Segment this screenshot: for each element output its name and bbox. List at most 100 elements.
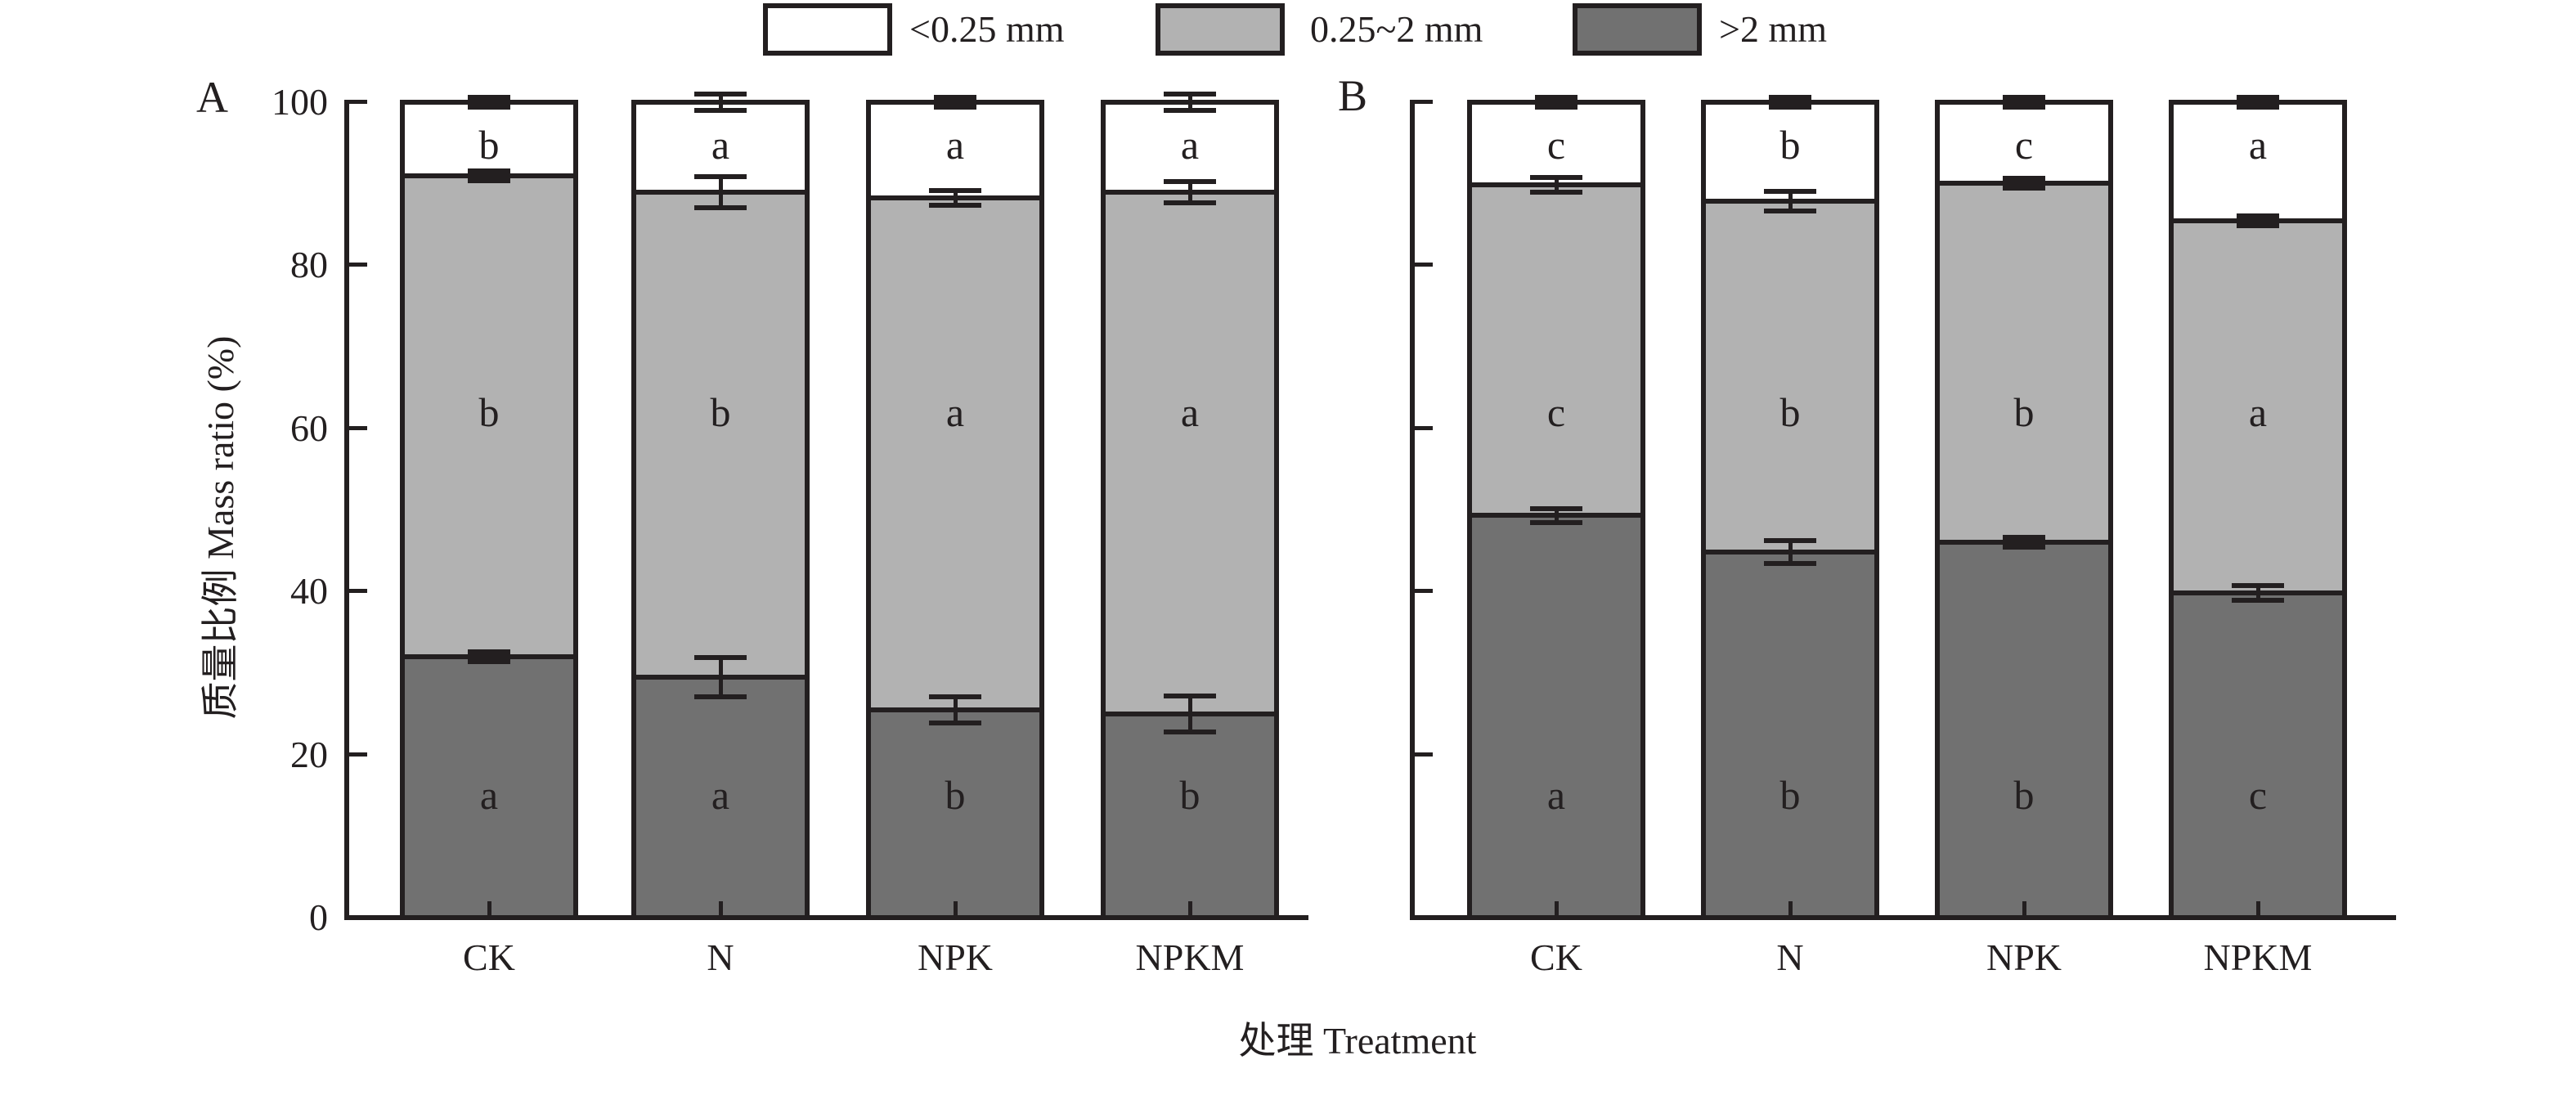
error-bar-2mm-NPKM [2255, 586, 2260, 600]
error-cap-low-N [694, 205, 747, 210]
error-bar-0252mm-CK [468, 168, 510, 183]
error-cap-high-NPKM [1164, 179, 1216, 184]
segment-lt025mm-NPKM [2169, 102, 2347, 221]
x-tick-CK [1555, 901, 1559, 918]
segment-025-2mm-N [1701, 201, 1879, 552]
segment-025-2mm-NPKM [1101, 192, 1279, 714]
error-cap-low-NPK [929, 721, 981, 725]
x-tick-CK [487, 901, 491, 918]
segment-gt2mm-CK [400, 657, 578, 918]
error-cap-low-NPKM [1164, 730, 1216, 734]
sig-letter-2mm-NPK: b [2013, 772, 2035, 818]
x-category-label-N: N [1776, 936, 1804, 978]
error-bar-2mm-N [1788, 541, 1793, 563]
error-cap-low-NPKM [1164, 200, 1216, 205]
error-cap-high-N [694, 655, 747, 660]
segment-025-2mm-NPKM [2169, 221, 2347, 593]
legend-swatch-1 [763, 3, 892, 56]
sig-letter-2mm-NPK: b [945, 772, 966, 818]
sig-letter-025mm-N: b [1779, 122, 1801, 168]
error-bar-025mm-NPK [934, 95, 976, 110]
segment-025-2mm-CK [1467, 185, 1645, 515]
x-tick-N [1788, 901, 1793, 918]
error-bar-0252mm-CK [1554, 177, 1559, 192]
error-cap-high-NPK [929, 188, 981, 193]
error-cap-low-CK [1530, 190, 1582, 195]
segment-025-2mm-CK [400, 176, 578, 657]
y-axis-title: 质量比例 Mass ratio (%) [200, 335, 241, 720]
error-cap-low-NPKM [1164, 108, 1216, 113]
legend-label-1: <0.25 mm [909, 8, 1065, 50]
x-tick-NPK [954, 901, 958, 918]
sig-letter-025mm-CK: b [478, 122, 500, 168]
y-tick-label-40: 40 [290, 570, 328, 612]
x-category-label-NPKM: NPKM [2203, 936, 2313, 978]
sig-letter-2mm-CK: a [1546, 772, 1566, 818]
sig-letter-0252mm-N: b [1779, 389, 1801, 435]
error-bar-2mm-CK [468, 649, 510, 664]
legend-label-2: 0.25~2 mm [1310, 8, 1483, 50]
sig-letter-025mm-N: a [711, 122, 730, 168]
error-cap-low-NPK [929, 203, 981, 208]
error-bar-025mm-NPKM [1187, 94, 1192, 110]
error-bar-025mm-NPKM [2237, 95, 2279, 110]
x-category-label-CK: CK [463, 936, 515, 978]
sig-letter-0252mm-NPK: a [945, 389, 965, 435]
panel-label-A: A [196, 73, 228, 122]
segment-gt2mm-NPKM [2169, 593, 2347, 918]
error-bar-2mm-N [718, 658, 723, 697]
sig-letter-0252mm-NPKM: a [1180, 389, 1200, 435]
y-tick-80 [349, 263, 367, 267]
y-tick-label-0: 0 [309, 896, 328, 938]
y-tick-40 [349, 589, 367, 593]
segment-025-2mm-N [631, 192, 810, 677]
error-bar-0252mm-NPKM [1187, 182, 1192, 203]
error-cap-low-CK [1530, 520, 1582, 525]
y-axis-line [1410, 100, 1415, 920]
error-bar-025mm-CK [1535, 95, 1577, 110]
sig-letter-0252mm-CK: c [1546, 389, 1566, 435]
x-axis-line [344, 915, 1308, 920]
error-bar-2mm-CK [1554, 509, 1559, 523]
sig-letter-0252mm-CK: b [478, 389, 500, 435]
x-tick-NPKM [1188, 901, 1192, 918]
error-bar-0252mm-N [718, 177, 723, 208]
error-bar-025mm-N [1769, 95, 1811, 110]
sig-letter-0252mm-NPKM: a [2248, 389, 2268, 435]
error-cap-low-N [1764, 561, 1816, 566]
sig-letter-2mm-NPKM: b [1179, 772, 1200, 818]
segment-025-2mm-NPK [1935, 183, 2113, 542]
y-tick-60 [1415, 426, 1433, 430]
segment-lt025mm-CK [400, 102, 578, 176]
y-tick-20 [349, 752, 367, 757]
x-category-label-N: N [707, 936, 734, 978]
segment-gt2mm-CK [1467, 515, 1645, 918]
x-category-label-CK: CK [1530, 936, 1582, 978]
error-cap-low-N [694, 108, 747, 113]
error-bar-0252mm-NPK [2003, 176, 2045, 191]
y-tick-40 [1415, 589, 1433, 593]
error-cap-low-N [1764, 209, 1816, 213]
error-cap-high-CK [1530, 175, 1582, 180]
error-cap-high-CK [1530, 506, 1582, 511]
sig-letter-2mm-NPKM: c [2248, 772, 2268, 818]
sig-letter-025mm-NPK: a [945, 122, 965, 168]
error-bar-025mm-NPK [2003, 95, 2045, 110]
segment-gt2mm-N [631, 677, 810, 918]
legend-label-3: >2 mm [1719, 8, 1828, 50]
panel-label-B: B [1338, 71, 1368, 120]
error-bar-0252mm-NPKM [2237, 213, 2279, 228]
segment-025-2mm-NPK [866, 198, 1044, 710]
error-bar-2mm-NPK [953, 697, 958, 723]
sig-letter-025mm-NPK: c [2014, 122, 2034, 168]
error-cap-high-N [694, 174, 747, 179]
sig-letter-025mm-NPKM: a [1180, 122, 1200, 168]
error-cap-high-NPK [929, 694, 981, 699]
x-tick-NPK [2022, 901, 2026, 918]
y-tick-20 [1415, 752, 1433, 757]
y-tick-label-100: 100 [272, 81, 328, 123]
segment-lt025mm-NPKM [1101, 102, 1279, 192]
sig-letter-0252mm-N: b [710, 389, 731, 435]
x-tick-NPKM [2256, 901, 2260, 918]
